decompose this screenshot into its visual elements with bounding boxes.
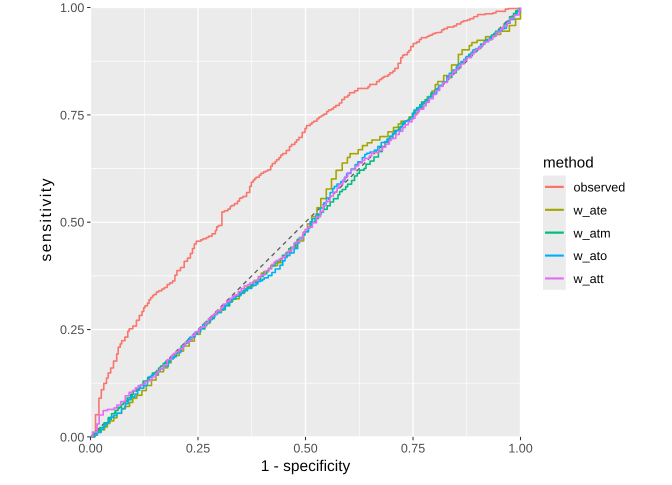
svg-text:0.25: 0.25: [60, 323, 84, 337]
svg-text:1.00: 1.00: [60, 1, 84, 15]
svg-text:w_ate: w_ate: [573, 203, 608, 217]
svg-text:0.00: 0.00: [60, 430, 84, 444]
svg-text:0.75: 0.75: [60, 108, 84, 122]
svg-text:w_ato: w_ato: [573, 249, 608, 263]
svg-text:1 - specificity: 1 - specificity: [261, 458, 351, 475]
svg-text:0.50: 0.50: [293, 442, 317, 456]
svg-text:sensitivity: sensitivity: [38, 178, 55, 261]
svg-text:0.50: 0.50: [60, 216, 84, 230]
svg-text:1.00: 1.00: [508, 442, 532, 456]
svg-text:observed: observed: [574, 181, 626, 195]
svg-text:w_atm: w_atm: [573, 226, 611, 240]
svg-text:0.75: 0.75: [401, 442, 425, 456]
svg-text:0.00: 0.00: [78, 442, 102, 456]
svg-text:method: method: [543, 154, 594, 171]
svg-text:w_att: w_att: [573, 272, 605, 286]
svg-text:0.25: 0.25: [186, 442, 210, 456]
